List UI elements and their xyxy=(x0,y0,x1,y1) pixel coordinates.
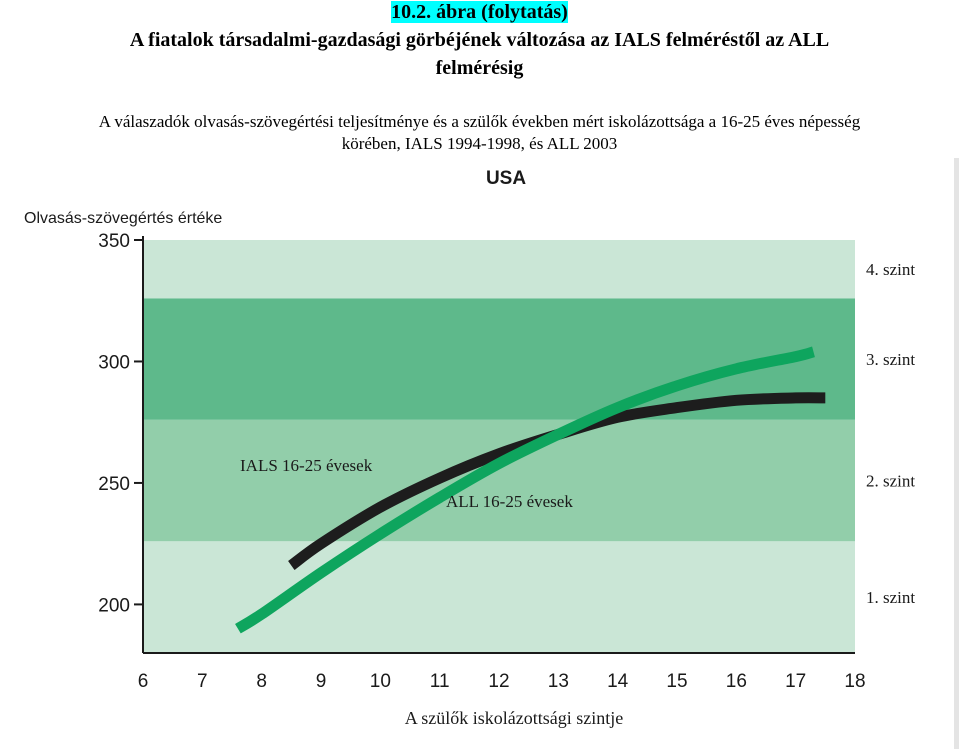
annotation-all: ALL 16-25 évesek xyxy=(446,492,573,511)
y-axis-label: Olvasás-szövegértés értéke xyxy=(24,210,222,227)
figure-subtitle-continued: körében, IALS 1994-1998, és ALL 2003 xyxy=(341,134,618,153)
x-tick-label: 10 xyxy=(370,671,391,692)
figure-subtitle: A válaszadók olvasás-szövegértési teljes… xyxy=(98,112,861,131)
level-label-4: 4. szint xyxy=(866,260,915,279)
level-label-1: 1. szint xyxy=(866,588,915,607)
level-band-4 xyxy=(143,240,855,299)
figure-title: A fiatalok társadalmi-gazdasági görbéjén… xyxy=(129,29,830,51)
x-tick-label: 8 xyxy=(256,671,267,692)
series-line-all xyxy=(235,346,816,634)
x-tick-label: 6 xyxy=(138,671,149,692)
level-bands xyxy=(143,240,855,653)
x-axis-label: A szülők iskolázottsági szintje xyxy=(405,708,623,728)
x-tick-label: 17 xyxy=(785,671,806,692)
figure-title-continued: felmérésig xyxy=(435,57,524,79)
y-tick-label: 250 xyxy=(98,474,130,495)
level-band-1 xyxy=(143,541,855,653)
y-tick-label: 300 xyxy=(98,352,130,373)
x-tick-label: 12 xyxy=(488,671,509,692)
x-tick-label: 14 xyxy=(607,671,629,692)
y-tick-label: 200 xyxy=(98,595,130,616)
chart-container: 200 250 300 350 6 7 8 9 10 11 12 13 14 15 16 17 18 USA O… xyxy=(0,158,959,749)
x-tick-label: 18 xyxy=(844,671,865,692)
level-label-2: 2. szint xyxy=(866,472,915,491)
x-tick-label: 9 xyxy=(316,671,327,692)
x-tick-label: 15 xyxy=(666,671,687,692)
x-tick-label: 13 xyxy=(548,671,569,692)
figure-number-text: 10.2. ábra (folytatás) xyxy=(391,1,568,23)
x-tick-label: 11 xyxy=(430,671,450,692)
figure-number: 10.2. ábra (folytatás) xyxy=(0,0,959,24)
y-tick-label: 350 xyxy=(98,231,130,252)
annotation-ials: IALS 16-25 évesek xyxy=(240,456,373,475)
x-tick-label: 16 xyxy=(726,671,747,692)
chart-title: USA xyxy=(486,168,526,189)
x-tick-label: 7 xyxy=(197,671,208,692)
chart-axes: 200 250 300 350 6 7 8 9 10 11 12 13 14 15 16 17 18 xyxy=(98,231,865,692)
line-chart: 200 250 300 350 6 7 8 9 10 11 12 13 14 15 16 17 18 USA O… xyxy=(24,168,915,728)
chart-labels: USA Olvasás-szövegértés értéke A szülők … xyxy=(24,168,915,728)
level-band-2 xyxy=(143,419,855,542)
level-label-3: 3. szint xyxy=(866,350,915,369)
chart-series xyxy=(235,346,826,634)
